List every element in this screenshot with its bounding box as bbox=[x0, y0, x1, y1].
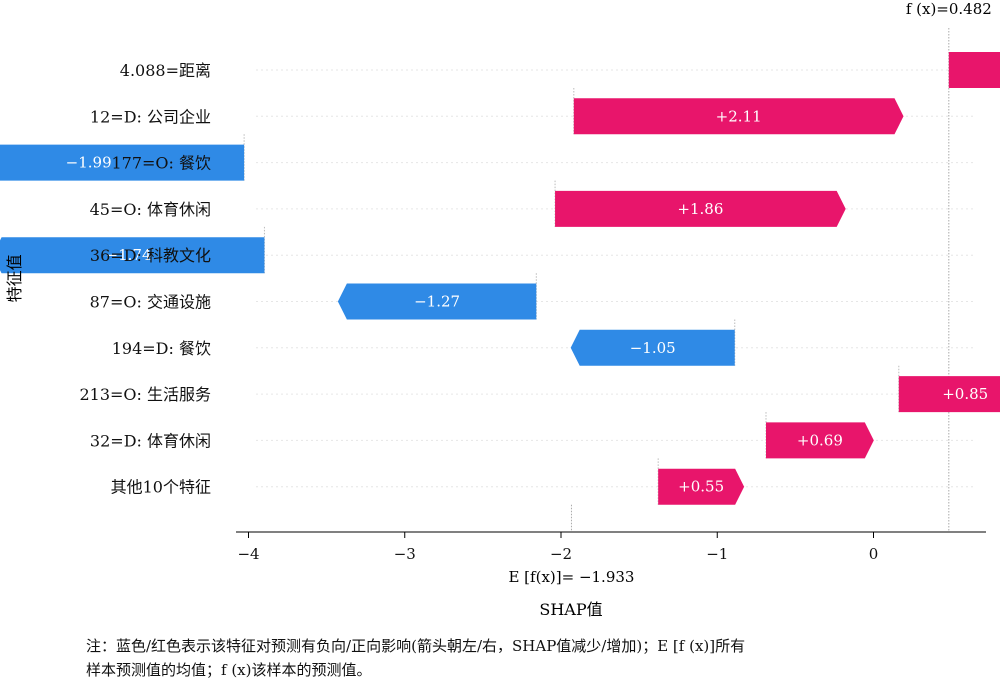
x-axis-title: SHAP值 bbox=[539, 600, 602, 619]
x-tick-label: −2 bbox=[550, 545, 572, 563]
x-tick-label: −1 bbox=[706, 545, 728, 563]
footnote-line-2: 样本预测值的均值；f (x)该样本的预测值。 bbox=[86, 661, 372, 679]
feature-labels: 4.088=距离 12=D: 公司企业 177=O: 餐饮 45=O: 体育休闲 36=… bbox=[79, 61, 211, 497]
feature-label: 177=O: 餐饮 bbox=[111, 154, 211, 173]
feature-label: 4.088=距离 bbox=[120, 61, 211, 80]
bar-value-label: −1.74 bbox=[106, 246, 152, 264]
bar-value-label: +0.85 bbox=[942, 385, 988, 403]
contribution-bar bbox=[766, 422, 874, 459]
x-tick-label: 0 bbox=[869, 545, 879, 563]
contribution-bar bbox=[948, 52, 1000, 88]
x-tick-label: −4 bbox=[237, 545, 259, 563]
contribution-bar bbox=[658, 468, 745, 505]
bar-value-label: −1.27 bbox=[414, 293, 460, 311]
bar-value-label: −1.05 bbox=[630, 339, 676, 357]
bar-value-label: +0.55 bbox=[678, 478, 724, 496]
bar-value-label: −1.99 bbox=[66, 154, 112, 172]
connector-lines bbox=[243, 28, 950, 532]
x-axis: −4 −3 −2 −1 0 bbox=[236, 531, 986, 563]
final-value-label: f (x)=0.482 bbox=[906, 0, 992, 18]
bar-value-label: +2.11 bbox=[716, 107, 762, 125]
y-axis-title: 特征值 bbox=[5, 254, 24, 302]
x-tick-label: −3 bbox=[394, 545, 416, 563]
contribution-bar bbox=[898, 376, 1000, 413]
bar-value-label: +1.86 bbox=[677, 200, 723, 218]
base-value-label: E [f(x)]= −1.933 bbox=[508, 568, 634, 586]
feature-label: 87=O: 交通设施 bbox=[90, 293, 211, 312]
feature-label: 213=O: 生活服务 bbox=[79, 385, 211, 404]
footnote-line-1: 注：蓝色/红色表示该特征对预测有负向/正向影响(箭头朝左/右，SHAP值减少/增… bbox=[86, 637, 746, 655]
contribution-bar bbox=[570, 329, 735, 366]
feature-label: 194=D: 餐饮 bbox=[112, 339, 211, 358]
feature-label: 36=D: 科教文化 bbox=[90, 246, 211, 265]
feature-label: 45=O: 体育休闲 bbox=[90, 200, 211, 219]
feature-label: 32=D: 体育休闲 bbox=[90, 431, 211, 450]
contribution-bar bbox=[573, 98, 904, 135]
contribution-bars: +2.4+2.11−1.99+1.86−1.74−1.27−1.05+0.85+… bbox=[0, 52, 1000, 505]
feature-label: 其他10个特征 bbox=[111, 478, 211, 497]
feature-label: 12=D: 公司企业 bbox=[90, 107, 211, 126]
contribution-bar bbox=[555, 190, 846, 227]
contribution-bar bbox=[0, 237, 265, 274]
contribution-bar bbox=[337, 283, 537, 320]
contribution-bar bbox=[0, 144, 245, 181]
bar-value-label: +0.69 bbox=[797, 431, 843, 449]
